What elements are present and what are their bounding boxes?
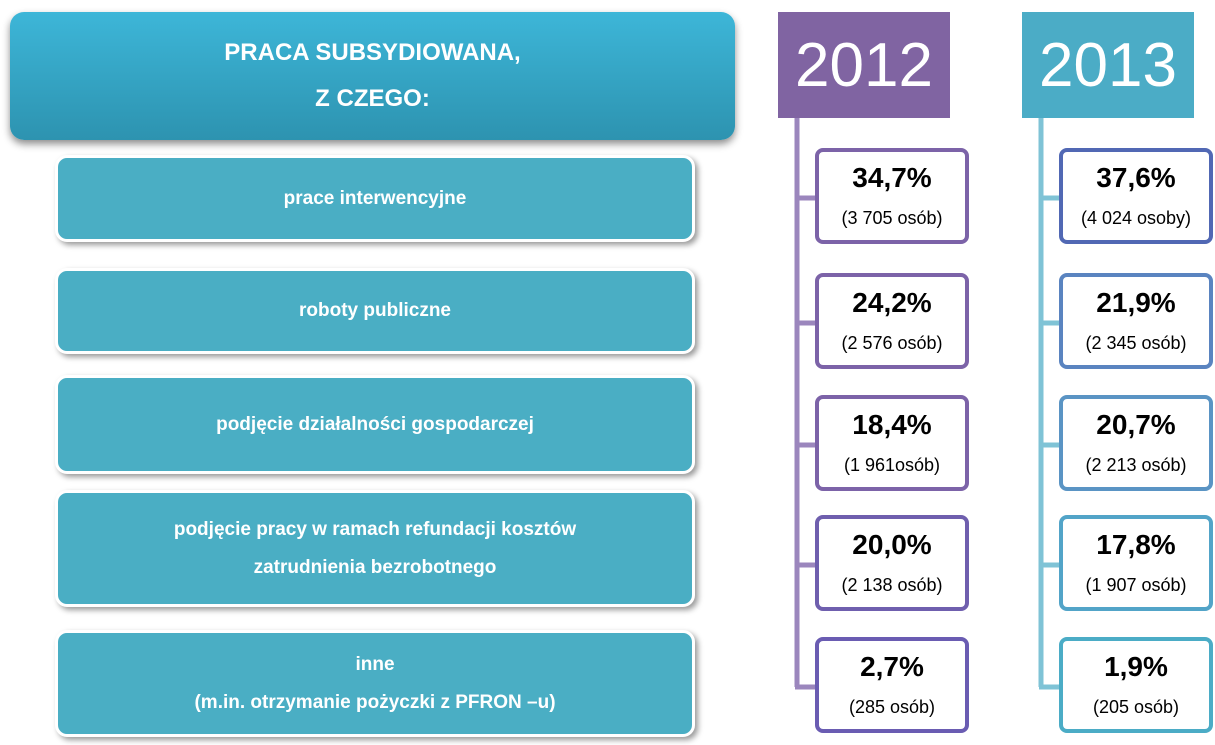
- count: (2 345 osób): [1085, 333, 1187, 353]
- year-box: 2013: [1022, 12, 1194, 118]
- value-box: 20,0% (2 138 osób): [815, 515, 969, 611]
- count: (205 osób): [1092, 697, 1180, 717]
- count: (2 138 osób): [841, 575, 943, 595]
- percent: 21,9%: [1096, 287, 1176, 318]
- category-text: (m.in. otrzymanie pożyczki z PFRON –u): [194, 691, 556, 713]
- header-text: PRACA SUBSYDIOWANA,: [224, 39, 521, 66]
- category-box: podjęcie pracy w ramach refundacji koszt…: [55, 490, 695, 607]
- value-box: 24,2% (2 576 osób): [815, 273, 969, 369]
- category-text: podjęcie pracy w ramach refundacji koszt…: [173, 518, 577, 540]
- value-box: 2,7% (285 osób): [815, 637, 969, 733]
- percent: 24,2%: [852, 287, 932, 318]
- value-box: 34,7% (3 705 osób): [815, 148, 969, 244]
- percent: 20,7%: [1096, 409, 1176, 440]
- percent: 17,8%: [1096, 529, 1176, 560]
- count: (4 024 osoby): [1080, 208, 1192, 228]
- value-box: 37,6% (4 024 osoby): [1059, 148, 1213, 244]
- category-text: roboty publiczne: [299, 300, 451, 321]
- percent: 20,0%: [852, 529, 932, 560]
- category-text: prace interwencyjne: [283, 187, 467, 209]
- percent: 2,7%: [860, 651, 924, 682]
- year-box: 2012: [778, 12, 950, 118]
- category-text: zatrudnienia bezrobotnego: [253, 556, 497, 578]
- value-box: 1,9% (205 osób): [1059, 637, 1213, 733]
- category-text: inne: [355, 653, 395, 675]
- count: (1 907 osób): [1085, 575, 1187, 595]
- count: (2 576 osób): [841, 333, 943, 353]
- header-box: PRACA SUBSYDIOWANA, Z CZEGO:: [10, 12, 735, 140]
- percent: 34,7%: [852, 162, 932, 193]
- value-box: 20,7% (2 213 osób): [1059, 395, 1213, 491]
- value-box: 21,9% (2 345 osób): [1059, 273, 1213, 369]
- count: (1 961osób): [843, 455, 941, 475]
- category-box: inne (m.in. otrzymanie pożyczki z PFRON –…: [55, 630, 695, 737]
- count: (3 705 osób): [841, 208, 943, 228]
- category-box: roboty publiczne: [55, 268, 695, 354]
- count: (285 osób): [848, 697, 936, 717]
- year-label: 2013: [1039, 30, 1177, 100]
- value-box: 18,4% (1 961osób): [815, 395, 969, 491]
- percent: 1,9%: [1104, 651, 1168, 682]
- header-text: Z CZEGO:: [315, 85, 430, 112]
- percent: 37,6%: [1096, 162, 1176, 193]
- percent: 18,4%: [852, 409, 932, 440]
- count: (2 213 osób): [1085, 455, 1187, 475]
- year-label: 2012: [795, 30, 933, 100]
- category-box: prace interwencyjne: [55, 155, 695, 242]
- category-box: podjęcie działalności gospodarczej: [55, 375, 695, 474]
- value-box: 17,8% (1 907 osób): [1059, 515, 1213, 611]
- category-text: podjęcie działalności gospodarczej: [216, 413, 534, 435]
